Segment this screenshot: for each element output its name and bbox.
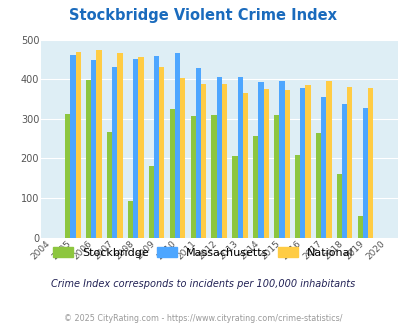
Bar [153,56,159,238]
Bar [258,82,263,238]
Bar [96,50,102,238]
Bar [195,68,200,238]
Bar [117,53,122,238]
Bar [341,104,346,238]
Bar [128,201,133,238]
Bar [91,60,96,238]
Bar [326,81,331,238]
Bar [86,81,91,238]
Text: Crime Index corresponds to incidents per 100,000 inhabitants: Crime Index corresponds to incidents per… [51,279,354,289]
Bar [253,136,258,238]
Bar [138,57,143,238]
Bar [284,90,289,238]
Bar [75,52,81,238]
Bar [190,116,195,238]
Bar [367,87,373,238]
Bar [175,53,180,238]
Bar [315,133,320,238]
Bar [362,108,367,238]
Bar [320,97,326,238]
Bar [112,67,117,238]
Bar [216,77,221,238]
Bar [305,85,310,238]
Bar [299,88,305,238]
Bar [263,89,268,238]
Bar [180,78,185,238]
Bar [65,114,70,238]
Bar [211,115,216,238]
Bar [346,87,352,238]
Bar [159,67,164,238]
Bar [221,84,226,238]
Bar [242,93,247,238]
Bar [107,132,112,238]
Text: Stockbridge Violent Crime Index: Stockbridge Violent Crime Index [69,8,336,23]
Legend: Stockbridge, Massachusetts, National: Stockbridge, Massachusetts, National [51,245,354,260]
Bar [148,166,153,238]
Bar [169,109,175,238]
Bar [336,174,341,238]
Bar [232,156,237,238]
Bar [237,77,242,238]
Bar [279,81,284,238]
Text: © 2025 CityRating.com - https://www.cityrating.com/crime-statistics/: © 2025 CityRating.com - https://www.city… [64,314,341,323]
Bar [294,155,299,238]
Bar [133,59,138,238]
Bar [70,55,75,238]
Bar [200,84,206,238]
Bar [273,115,279,238]
Bar [357,216,362,238]
